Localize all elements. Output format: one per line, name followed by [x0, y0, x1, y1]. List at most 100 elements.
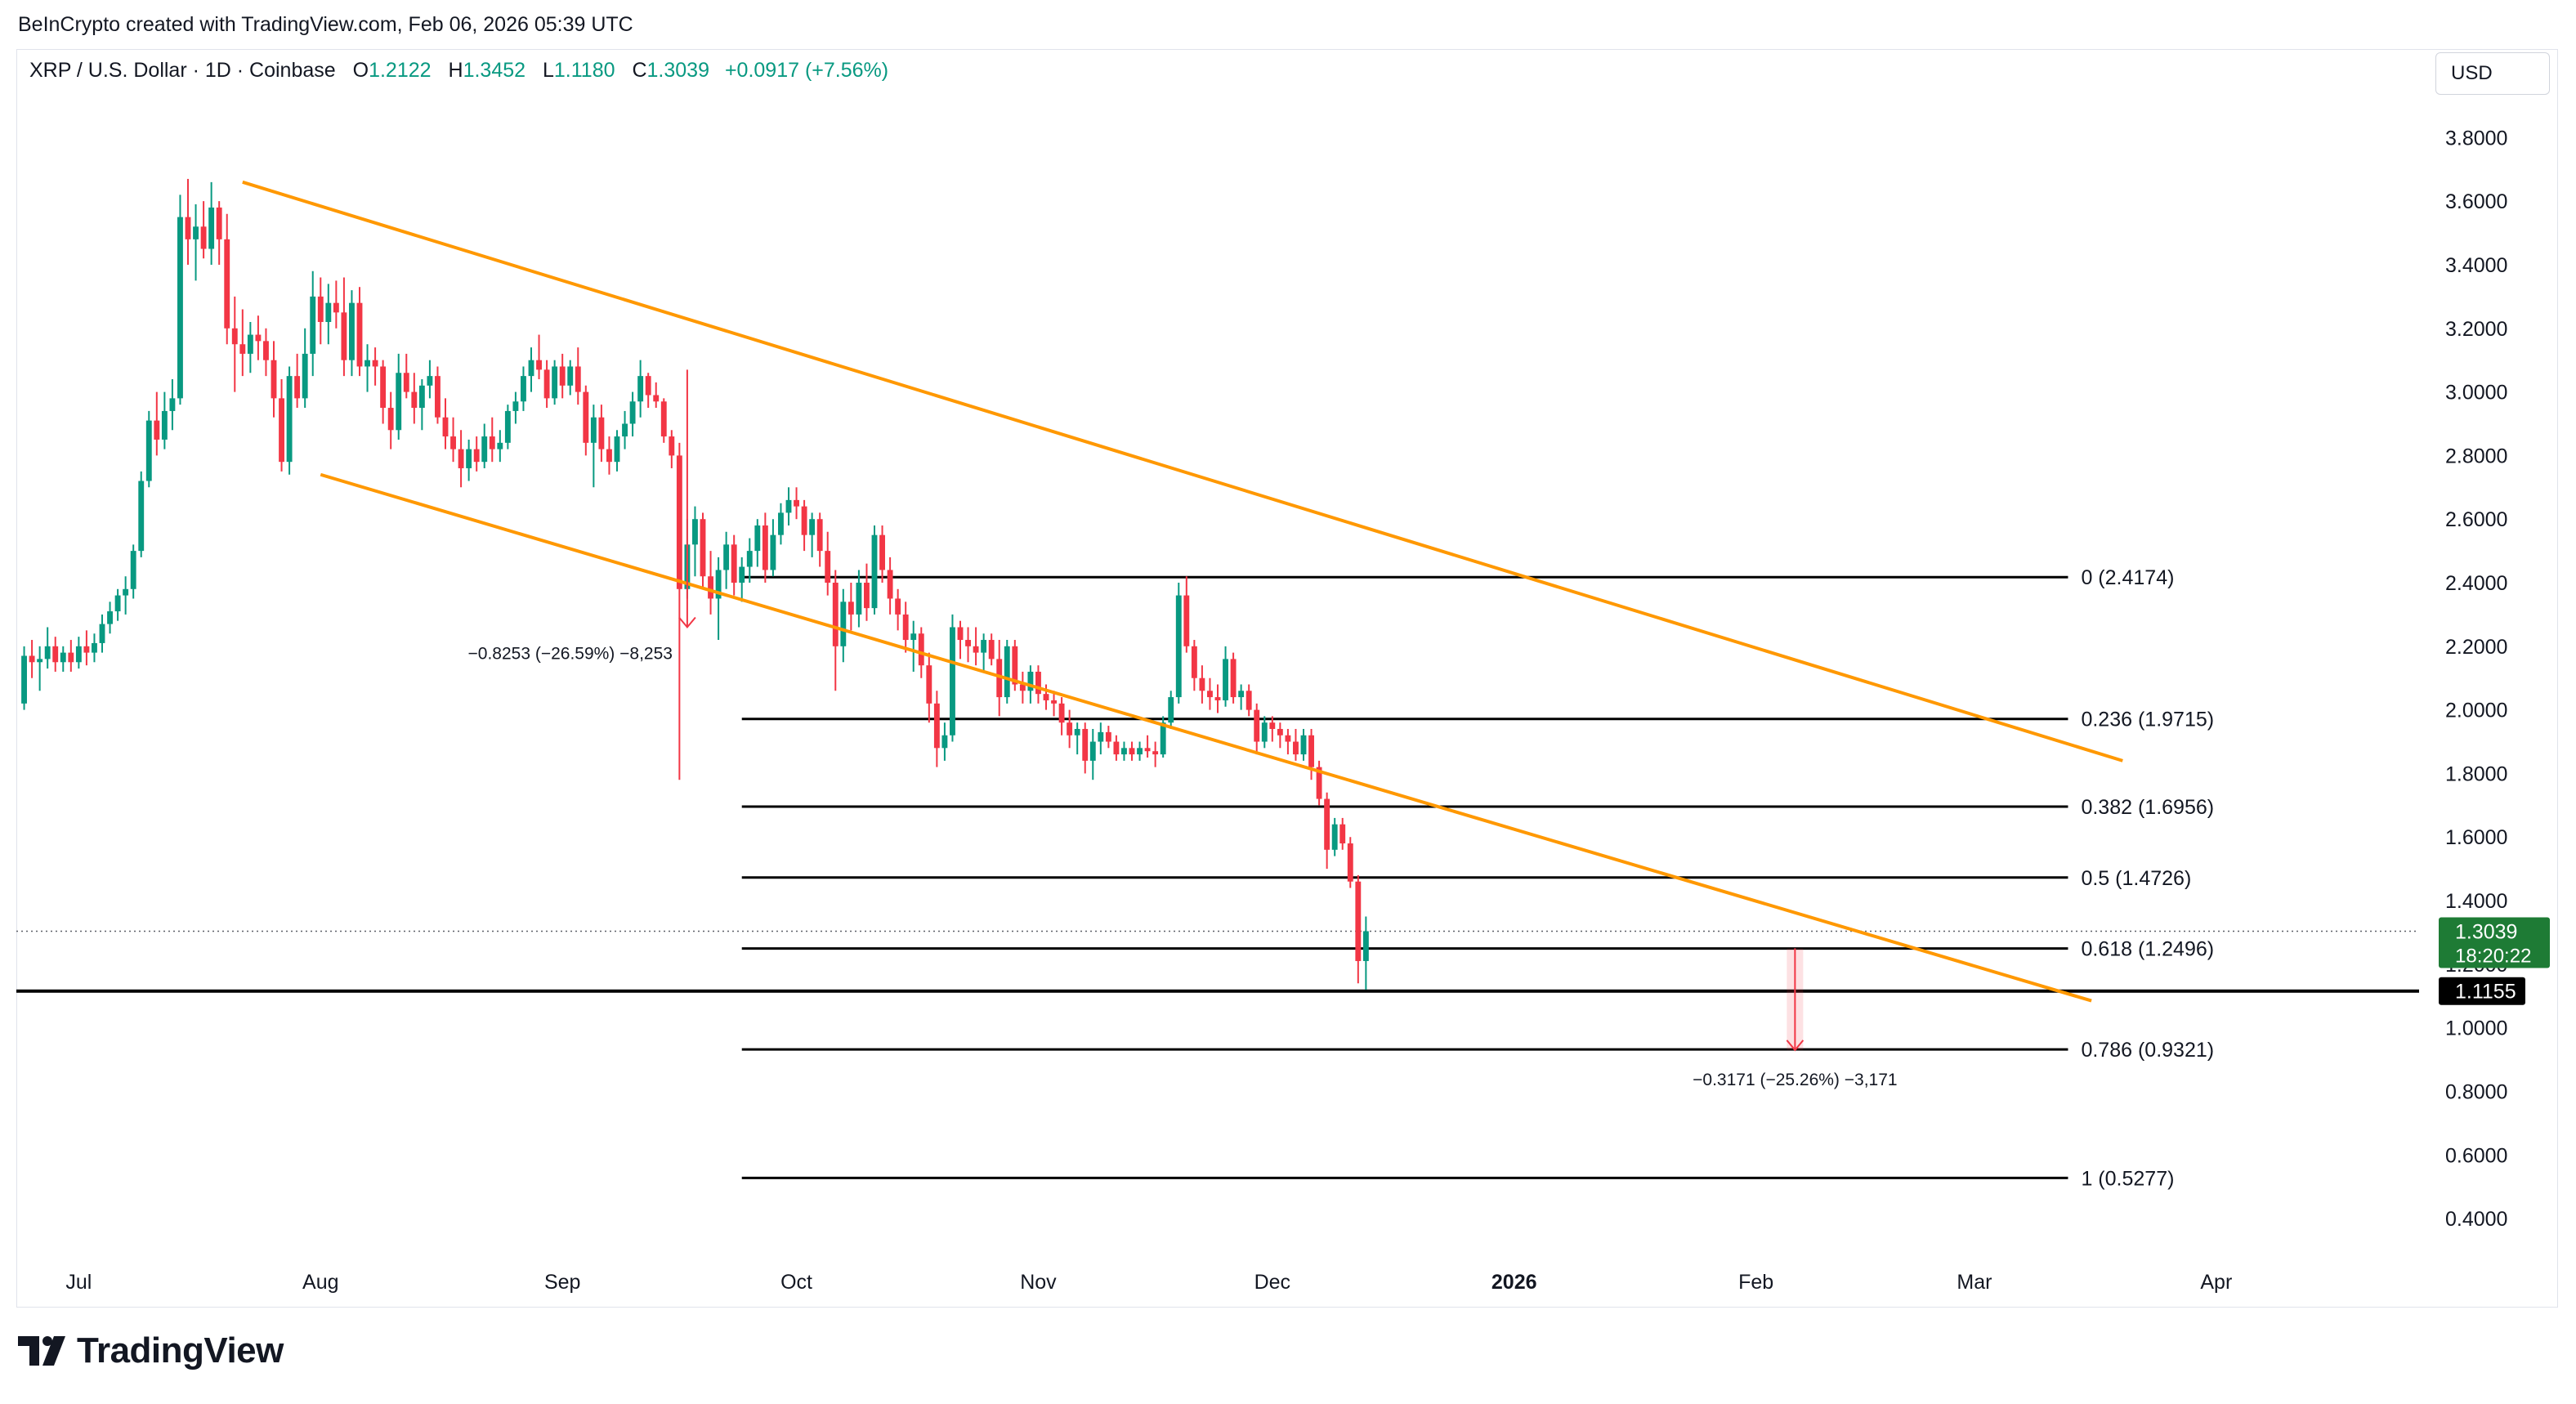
- candle-body[interactable]: [856, 583, 862, 615]
- candle-body[interactable]: [200, 226, 207, 249]
- candle-body[interactable]: [1129, 748, 1135, 755]
- candle-body[interactable]: [590, 417, 597, 443]
- candle-body[interactable]: [731, 544, 737, 584]
- candle-body[interactable]: [973, 646, 979, 653]
- candle-body[interactable]: [224, 239, 230, 329]
- candle-body[interactable]: [442, 417, 449, 437]
- candle-body[interactable]: [669, 436, 675, 456]
- candle-body[interactable]: [606, 449, 612, 463]
- candle-body[interactable]: [317, 296, 324, 322]
- candle-body[interactable]: [1051, 700, 1057, 704]
- candle-body[interactable]: [1098, 731, 1104, 742]
- candle-body[interactable]: [481, 436, 488, 463]
- candle-body[interactable]: [1285, 735, 1291, 742]
- candle-body[interactable]: [1137, 748, 1143, 755]
- candle-body[interactable]: [1191, 646, 1197, 678]
- candle-body[interactable]: [879, 534, 885, 570]
- candle-body[interactable]: [341, 312, 347, 360]
- candle-body[interactable]: [887, 570, 893, 599]
- candle-body[interactable]: [193, 226, 199, 239]
- candle-body[interactable]: [926, 665, 932, 704]
- candle-body[interactable]: [44, 646, 51, 660]
- candle-body[interactable]: [1223, 659, 1228, 700]
- candle-body[interactable]: [941, 735, 948, 749]
- candle-body[interactable]: [123, 588, 129, 596]
- candle-body[interactable]: [75, 646, 82, 663]
- candle-body[interactable]: [427, 376, 433, 386]
- candle-body[interactable]: [754, 525, 761, 552]
- candle-body[interactable]: [1293, 741, 1299, 755]
- currency-button[interactable]: USD: [2435, 52, 2550, 95]
- candle-body[interactable]: [114, 595, 121, 612]
- candle-body[interactable]: [302, 353, 308, 399]
- candle-body[interactable]: [349, 302, 355, 360]
- symbol-label[interactable]: XRP / U.S. Dollar · 1D · Coinbase: [29, 59, 336, 82]
- candle-body[interactable]: [450, 436, 456, 449]
- candle-body[interactable]: [1331, 824, 1338, 850]
- candle-body[interactable]: [1004, 646, 1010, 698]
- candle-body[interactable]: [325, 302, 332, 322]
- channel-lower-line[interactable]: [320, 472, 2092, 1003]
- candle-body[interactable]: [1316, 767, 1322, 799]
- candle-body[interactable]: [356, 302, 363, 367]
- candle-body[interactable]: [396, 373, 402, 431]
- candle-body[interactable]: [918, 633, 924, 666]
- candle-body[interactable]: [825, 551, 831, 584]
- candle-body[interactable]: [1113, 741, 1120, 755]
- candle-body[interactable]: [1347, 843, 1353, 882]
- candle-body[interactable]: [567, 366, 574, 386]
- candle-body[interactable]: [785, 499, 792, 513]
- candle-body[interactable]: [169, 398, 176, 411]
- candle-body[interactable]: [380, 366, 387, 409]
- candle-body[interactable]: [629, 401, 636, 424]
- candle-body[interactable]: [247, 334, 253, 354]
- candle-body[interactable]: [536, 360, 542, 370]
- candle-body[interactable]: [809, 519, 816, 535]
- candle-body[interactable]: [950, 627, 955, 736]
- candle-body[interactable]: [1144, 748, 1151, 752]
- candle-body[interactable]: [208, 207, 215, 249]
- candle-body[interactable]: [1160, 722, 1166, 755]
- candle-body[interactable]: [1152, 751, 1159, 755]
- candle-body[interactable]: [583, 391, 589, 443]
- candle-body[interactable]: [957, 627, 964, 641]
- candle-body[interactable]: [653, 395, 660, 402]
- candle-body[interactable]: [68, 652, 74, 663]
- candle-body[interactable]: [1214, 697, 1221, 700]
- candle-body[interactable]: [1058, 703, 1065, 723]
- candle-body[interactable]: [52, 646, 59, 663]
- candle-body[interactable]: [286, 376, 293, 463]
- tradingview-brand[interactable]: TradingView: [18, 1330, 284, 1371]
- candle-body[interactable]: [294, 376, 301, 399]
- candle-body[interactable]: [910, 633, 917, 641]
- channel-upper-line[interactable]: [242, 180, 2123, 762]
- candle-body[interactable]: [83, 646, 90, 653]
- candle-body[interactable]: [1168, 697, 1174, 723]
- candle-body[interactable]: [29, 655, 35, 663]
- candle-body[interactable]: [60, 652, 66, 663]
- candle-body[interactable]: [1074, 728, 1080, 736]
- candle-body[interactable]: [1067, 722, 1073, 736]
- candle-body[interactable]: [1043, 694, 1049, 700]
- candle-body[interactable]: [1308, 735, 1314, 767]
- candle-body[interactable]: [279, 398, 284, 463]
- candle-body[interactable]: [1300, 735, 1307, 755]
- candle-body[interactable]: [458, 449, 464, 468]
- candle-body[interactable]: [871, 534, 878, 609]
- candle-body[interactable]: [996, 659, 1003, 698]
- candle-body[interactable]: [37, 659, 43, 663]
- candle-body[interactable]: [543, 369, 550, 399]
- candle-body[interactable]: [364, 360, 370, 367]
- candle-body[interactable]: [138, 481, 145, 552]
- candle-body[interactable]: [965, 640, 971, 646]
- candle-body[interactable]: [637, 376, 644, 402]
- candle-body[interactable]: [1027, 671, 1034, 691]
- candle-body[interactable]: [1254, 709, 1260, 742]
- candle-body[interactable]: [1339, 824, 1346, 844]
- candle-body[interactable]: [21, 655, 27, 704]
- candle-body[interactable]: [895, 598, 901, 615]
- candle-body[interactable]: [1324, 798, 1330, 850]
- candle-body[interactable]: [864, 583, 870, 609]
- candle-body[interactable]: [700, 519, 706, 577]
- candle-body[interactable]: [1082, 728, 1089, 761]
